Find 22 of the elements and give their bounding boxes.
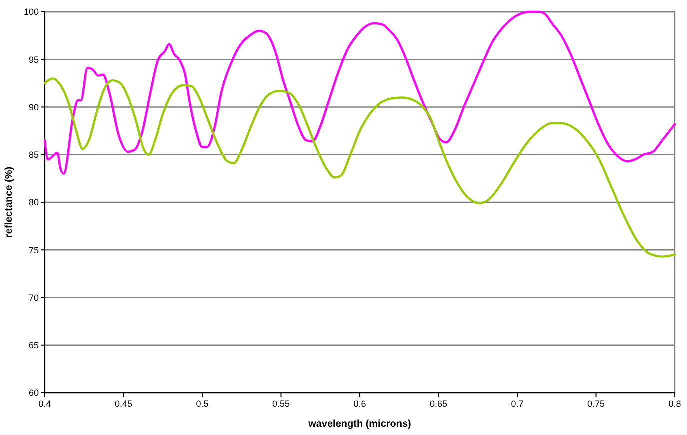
x-tick-label: 0.65 <box>430 399 448 409</box>
x-tick-label: 0.8 <box>668 399 682 409</box>
x-tick-label: 0.75 <box>587 399 606 409</box>
x-tick-label: 0.4 <box>38 399 52 409</box>
y-tick-label: 70 <box>28 292 39 303</box>
line-series <box>44 10 676 176</box>
y-tick-label: 100 <box>24 7 39 18</box>
line-series <box>44 78 676 258</box>
y-tick-label: 65 <box>28 340 39 351</box>
y-tick-label: 85 <box>28 150 39 160</box>
y-tick-label: 80 <box>28 198 39 208</box>
x-tick-label: 0.45 <box>114 399 133 409</box>
y-tick-label: 90 <box>28 102 39 112</box>
x-tick-label: 0.5 <box>196 399 209 409</box>
y-tick-label: 60 <box>28 388 39 398</box>
y-tick-label: 95 <box>28 54 39 65</box>
x-tick-label: 0.7 <box>511 399 524 409</box>
x-tick-label: 0.55 <box>272 399 290 409</box>
y-tick-label: 75 <box>28 245 39 256</box>
x-axis-title: wavelength (microns) <box>308 419 412 430</box>
y-axis-title: reflectance (%) <box>4 166 15 238</box>
x-tick-label: 0.6 <box>354 399 366 409</box>
